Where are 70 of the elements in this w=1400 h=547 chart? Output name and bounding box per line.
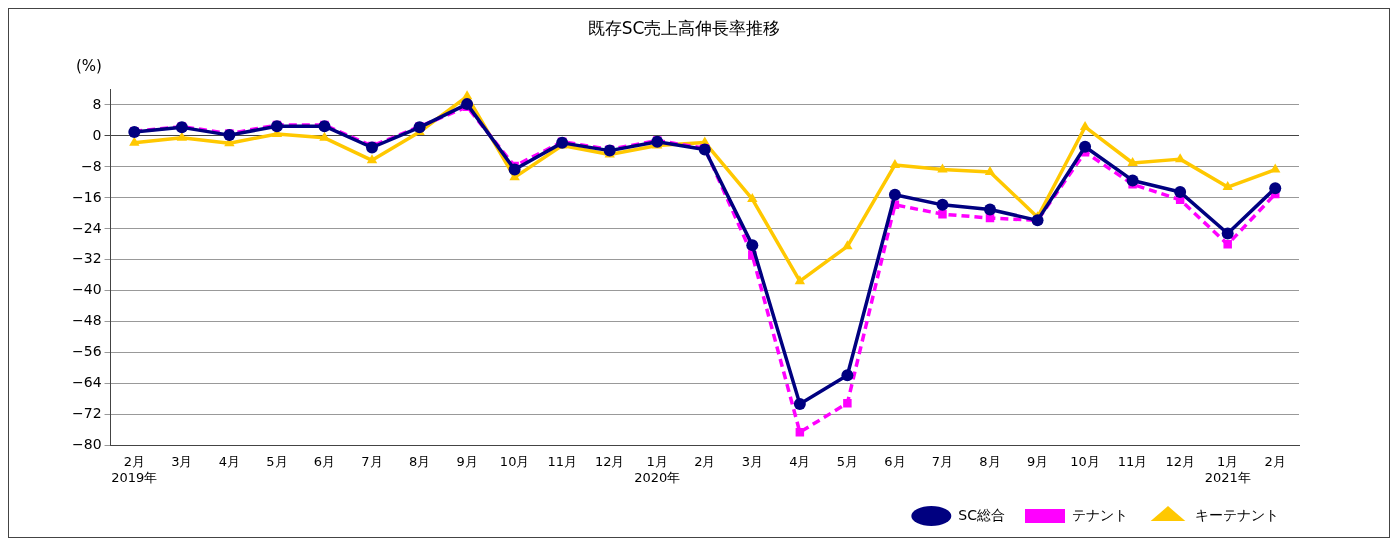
x-tick-label: 11月 — [1117, 453, 1148, 469]
y-tick-label: −40 — [72, 281, 102, 298]
x-tick-label: 8月 — [979, 453, 1001, 469]
x-tick-label: 2月 — [694, 453, 716, 469]
x-tick-label: 11月 — [547, 453, 577, 469]
point — [129, 136, 140, 146]
x-tick-label: 3月 — [741, 453, 763, 469]
point — [889, 158, 901, 168]
point — [1270, 163, 1281, 173]
point — [1269, 182, 1282, 195]
x-tick-label: 12月 — [594, 453, 625, 469]
x-tick-label: 2月 — [1264, 453, 1286, 469]
y-axis-title: (%) — [76, 57, 102, 76]
y-tick-label: −32 — [72, 250, 102, 267]
legend-label: テナント — [1072, 506, 1128, 523]
point — [223, 129, 236, 142]
point — [984, 165, 996, 175]
x-tick-label: 6月 — [313, 453, 336, 469]
point — [938, 209, 947, 219]
point — [794, 275, 806, 285]
point — [366, 154, 378, 164]
y-tick-label: −8 — [80, 157, 102, 174]
point — [843, 398, 852, 408]
legend-label: キーテナント — [1195, 506, 1279, 523]
x-tick-label: 10月 — [499, 453, 530, 469]
point — [793, 397, 806, 410]
point — [1127, 157, 1138, 166]
x-tick-label: 7月 — [931, 453, 954, 469]
y-tick-label: −56 — [72, 343, 102, 360]
y-tick-label: −72 — [72, 405, 102, 422]
x-tick-label: 1月 2021年 — [1204, 453, 1251, 485]
point — [937, 163, 948, 173]
point — [1174, 186, 1187, 199]
x-tick-label: 7月 — [361, 453, 383, 469]
x-tick-label: 4月 — [789, 453, 811, 469]
x-tick-label: 6月 — [884, 453, 906, 469]
point — [888, 188, 901, 201]
x-tick-label: 9月 — [1026, 453, 1049, 469]
point — [746, 239, 759, 252]
y-tick-label: −48 — [72, 312, 102, 329]
x-tick-label: 5月 — [836, 453, 859, 469]
x-tick-label: 1月 2020年 — [634, 453, 681, 485]
point — [984, 203, 996, 216]
point — [936, 198, 949, 211]
y-tick-label: −80 — [72, 436, 102, 453]
x-tick-label: 10月 — [1070, 453, 1100, 469]
point — [1223, 240, 1232, 249]
x-tick-label: 12月 — [1165, 453, 1195, 469]
point — [747, 193, 758, 203]
point — [1079, 120, 1091, 130]
x-tick-label: 8月 — [408, 453, 431, 469]
y-tick-label: −24 — [72, 219, 102, 236]
x-tick-label: 3月 — [171, 453, 193, 469]
x-tick-label: 4月 — [218, 453, 241, 469]
x-tick-label: 2月 2019年 — [111, 453, 158, 485]
point — [1126, 174, 1139, 187]
y-tick-label: −64 — [72, 374, 102, 391]
x-tick-label: 5月 — [266, 453, 288, 469]
y-tick-label: 0 — [92, 126, 102, 143]
chart-title: 既存SC売上高伸長率推移 — [587, 17, 781, 38]
point — [1221, 227, 1234, 240]
x-tick-label: 9月 — [456, 453, 478, 469]
point — [508, 163, 521, 176]
legend-label: SC総合 — [958, 506, 1006, 523]
y-tick-label: 8 — [92, 95, 102, 112]
y-tick-label: −16 — [72, 188, 102, 205]
point — [842, 240, 853, 250]
point — [1079, 140, 1092, 153]
point — [841, 369, 854, 382]
point — [1222, 181, 1233, 191]
